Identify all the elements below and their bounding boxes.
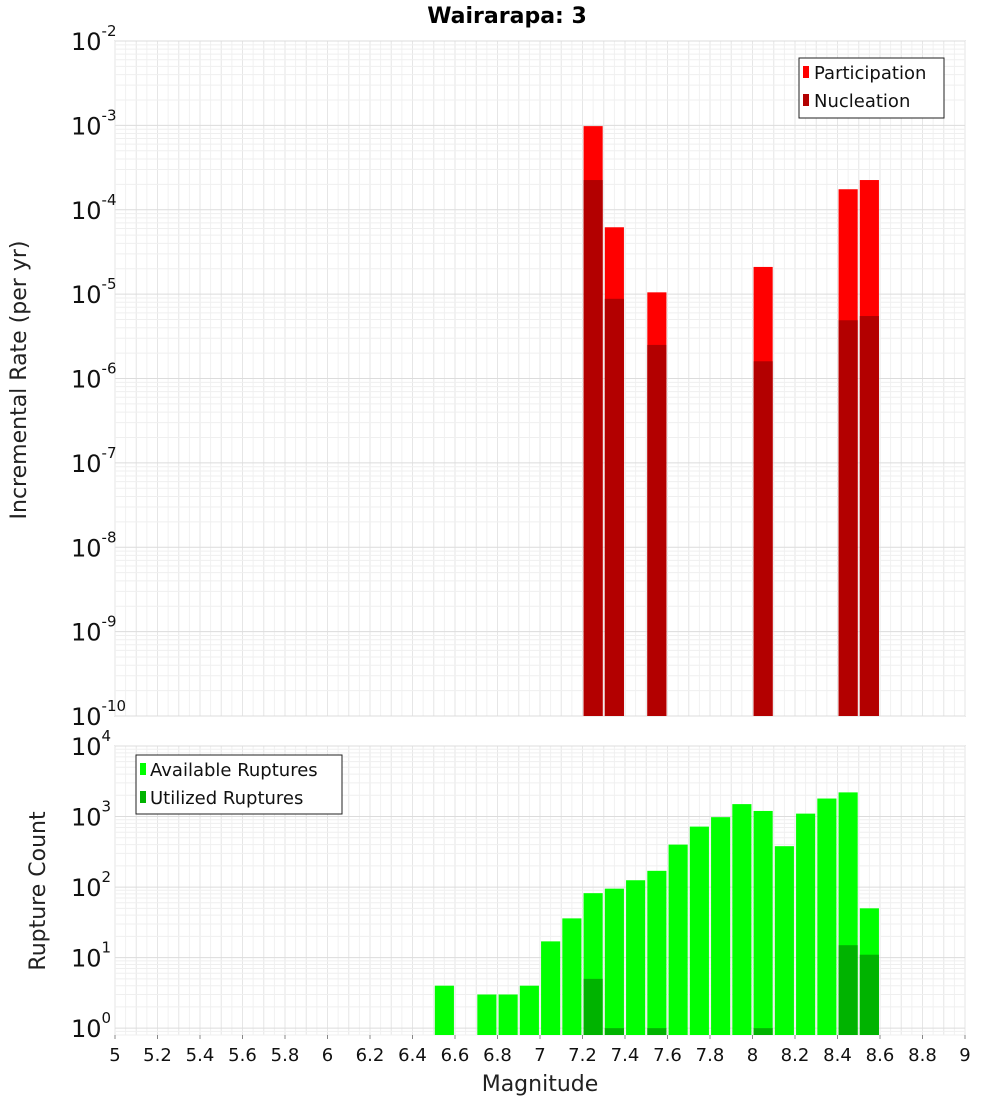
rate-bar-nucleation (753, 361, 773, 716)
rupture-bar-available-ruptures (477, 994, 497, 1035)
rupture-bar-utilized-ruptures (838, 945, 858, 1035)
rate-y-tick-label: 10-3 (71, 106, 117, 140)
rupture-bar-available-ruptures (626, 880, 646, 1035)
x-tick-label: 8.4 (823, 1045, 852, 1066)
rupture-bar-available-ruptures (562, 918, 582, 1035)
x-tick-label: 6.8 (483, 1045, 512, 1066)
rate-y-tick-label: 10-10 (71, 697, 126, 731)
rate-bar-nucleation (859, 316, 879, 716)
x-tick-label: 8.2 (781, 1045, 810, 1066)
legend-swatch-nucleation (803, 94, 809, 106)
x-tick-label: 5.2 (143, 1045, 172, 1066)
x-tick-label: 7.2 (568, 1045, 597, 1066)
x-tick-label: 5.8 (271, 1045, 300, 1066)
magnitude-x-ticks: 5 5.2 5.4 5.6 5.8 6 6.2 6.4 6.6 6.8 7 7.2 7.4 7.6 7.8 8… (109, 1035, 971, 1066)
x-tick-label: 6.2 (356, 1045, 385, 1066)
rupture-bar-available-ruptures (519, 985, 539, 1035)
x-axis-label: Magnitude (482, 1072, 599, 1097)
rupture-y-tick-label: 101 (71, 939, 111, 973)
rupture-bar-available-ruptures (817, 798, 837, 1035)
rupture-bar-available-ruptures (753, 810, 773, 1035)
legend-label-available-ruptures: Available Ruptures (150, 760, 318, 781)
rupture-bar-available-ruptures (668, 844, 688, 1035)
rate-legend: Participation Nucleation (798, 57, 945, 119)
rate-bar-nucleation (838, 320, 858, 716)
rate-y-tick-label: 10-8 (71, 528, 117, 562)
legend-label-participation: Participation (814, 63, 926, 84)
rate-gridlines (114, 40, 966, 717)
rate-y-tick-label: 10-9 (71, 613, 117, 647)
chart-title: Wairarapa: 3 (427, 4, 587, 29)
x-tick-label: 7 (534, 1045, 545, 1066)
rate-y-axis-label: Incremental Rate (per yr) (7, 241, 32, 520)
rupture-bar-available-ruptures (711, 817, 731, 1035)
x-tick-label: 7.8 (696, 1045, 725, 1066)
rupture-legend: Available Ruptures Utilized Ruptures (135, 754, 343, 815)
rupture-bar-utilized-ruptures (753, 1028, 773, 1035)
rate-bar-nucleation (604, 298, 624, 716)
legend-swatch-utilized-ruptures (140, 791, 146, 803)
x-tick-label: 7.4 (611, 1045, 640, 1066)
x-tick-label: 6.6 (441, 1045, 470, 1066)
rate-bar-nucleation (583, 180, 603, 716)
rate-y-ticks: 10-10 10-9 10-8 10-7 10-6 10-5 10-4 10-3 10-2 (71, 22, 126, 731)
rupture-y-tick-label: 100 (71, 1009, 111, 1043)
x-tick-label: 5.4 (186, 1045, 215, 1066)
rupture-y-tick-label: 104 (71, 727, 111, 761)
rate-legend-box (798, 57, 945, 119)
rupture-bar-utilized-ruptures (647, 1028, 667, 1035)
rate-bars (583, 126, 879, 717)
rate-y-tick-label: 10-7 (71, 444, 117, 478)
legend-swatch-available-ruptures (140, 763, 146, 775)
rupture-bar-available-ruptures (774, 846, 794, 1035)
rupture-y-ticks: 100 101 102 103 104 (71, 727, 111, 1043)
rupture-bar-available-ruptures (647, 870, 667, 1035)
rupture-bar-available-ruptures (604, 888, 624, 1035)
x-tick-label: 5.6 (228, 1045, 257, 1066)
rupture-bar-available-ruptures (732, 804, 752, 1035)
x-tick-label: 9 (959, 1045, 970, 1066)
legend-swatch-participation (803, 66, 809, 78)
rupture-y-axis-label: Rupture Count (26, 811, 51, 971)
x-tick-label: 5 (109, 1045, 120, 1066)
legend-label-nucleation: Nucleation (814, 91, 910, 112)
x-tick-label: 8.8 (908, 1045, 937, 1066)
rupture-bar-available-ruptures (498, 994, 518, 1035)
rupture-legend-box (135, 754, 343, 815)
x-tick-label: 6.4 (398, 1045, 427, 1066)
legend-label-utilized-ruptures: Utilized Ruptures (150, 788, 303, 809)
rupture-bar-available-ruptures (796, 813, 816, 1035)
x-tick-label: 8.6 (866, 1045, 895, 1066)
rate-y-tick-label: 10-5 (71, 275, 117, 309)
x-tick-label: 7.6 (653, 1045, 682, 1066)
rupture-bar-utilized-ruptures (604, 1028, 624, 1035)
rupture-bar-available-ruptures (541, 941, 561, 1035)
rupture-y-tick-label: 102 (71, 868, 111, 902)
rate-panel: 10-10 10-9 10-8 10-7 10-6 10-5 10-4 10-3 10-2 In… (7, 22, 966, 731)
rate-y-tick-label: 10-2 (71, 22, 117, 56)
rate-y-tick-label: 10-4 (71, 191, 117, 225)
rupture-y-tick-label: 103 (71, 798, 111, 832)
rate-bar-nucleation (647, 344, 667, 716)
rate-y-tick-label: 10-6 (71, 360, 117, 394)
rupture-bar-available-ruptures (434, 985, 454, 1035)
rupture-count-panel: 100 101 102 103 104 5 5.2 5.4 5.6 5.8 6 6.2 6.4 6.6 6… (26, 727, 971, 1097)
rupture-bar-available-ruptures (689, 826, 709, 1035)
rupture-bar-utilized-ruptures (859, 954, 879, 1035)
rupture-bars (434, 792, 879, 1035)
x-tick-label: 6 (322, 1045, 333, 1066)
rupture-bar-utilized-ruptures (583, 978, 603, 1035)
x-tick-label: 8 (747, 1045, 758, 1066)
